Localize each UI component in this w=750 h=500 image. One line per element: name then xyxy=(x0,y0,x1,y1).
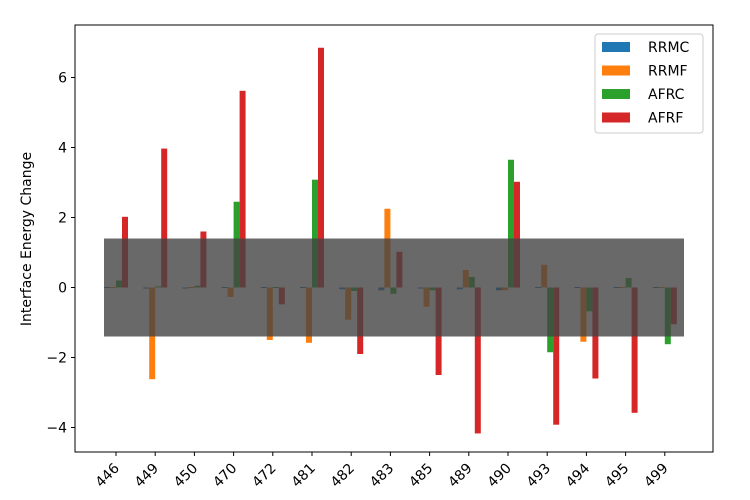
y-tick-label: 4 xyxy=(58,141,67,157)
legend: RRMC RRMF AFRC AFRF xyxy=(594,33,704,134)
legend-label-rrmc: RRMC xyxy=(648,40,690,56)
legend-box xyxy=(594,33,704,134)
legend-swatch-afrc xyxy=(602,89,630,99)
x-tick-label: 450 xyxy=(171,461,201,491)
x-tick-label: 482 xyxy=(328,461,358,491)
x-tick-label: 493 xyxy=(524,461,554,491)
x-tick-label: 483 xyxy=(367,461,397,491)
y-tick-label: 6 xyxy=(58,71,67,87)
x-axis: 446 449 450 470 472 481 482 483 485 489 490 493 494 4… xyxy=(93,452,672,491)
x-tick-label: 472 xyxy=(249,461,279,491)
x-tick-label: 495 xyxy=(602,461,632,491)
bar-afrf-489 xyxy=(474,287,481,434)
x-tick-label: 499 xyxy=(641,461,671,491)
bar-afrf-470 xyxy=(239,90,246,288)
x-tick-label: 449 xyxy=(132,461,162,491)
bar-afrc-490 xyxy=(508,159,514,288)
y-tick-label: 0 xyxy=(58,281,67,297)
bar-afrf-490 xyxy=(514,181,520,288)
bar-afrf-481 xyxy=(318,47,324,288)
y-tick-label: −2 xyxy=(46,351,67,367)
bar-afrf-493 xyxy=(553,287,560,425)
y-tick-label: −4 xyxy=(46,421,67,437)
y-axis-label: Interface Energy Change xyxy=(19,152,35,326)
x-tick-label: 489 xyxy=(445,461,475,491)
threshold-band xyxy=(104,238,684,337)
y-tick-label: 2 xyxy=(58,211,67,227)
legend-label-afrf: AFRF xyxy=(648,111,683,127)
bar-afrf-495 xyxy=(631,287,638,413)
legend-label-afrc: AFRC xyxy=(648,87,685,103)
x-tick-label: 494 xyxy=(563,460,593,490)
bar-afrf-449 xyxy=(161,148,168,288)
legend-label-rrmf: RRMF xyxy=(648,64,688,80)
bar-afrc-481 xyxy=(312,179,318,288)
x-tick-label: 446 xyxy=(93,460,123,490)
x-tick-label: 470 xyxy=(210,461,240,491)
legend-swatch-rrmc xyxy=(602,42,630,52)
y-axis: −4 −2 0 2 4 6 xyxy=(46,71,75,437)
x-tick-label: 485 xyxy=(406,461,436,491)
legend-swatch-afrf xyxy=(602,112,630,123)
plot-frame xyxy=(74,24,714,453)
legend-swatch-rrmf xyxy=(602,65,630,76)
x-tick-label: 490 xyxy=(485,461,515,491)
x-tick-label: 481 xyxy=(289,461,319,491)
